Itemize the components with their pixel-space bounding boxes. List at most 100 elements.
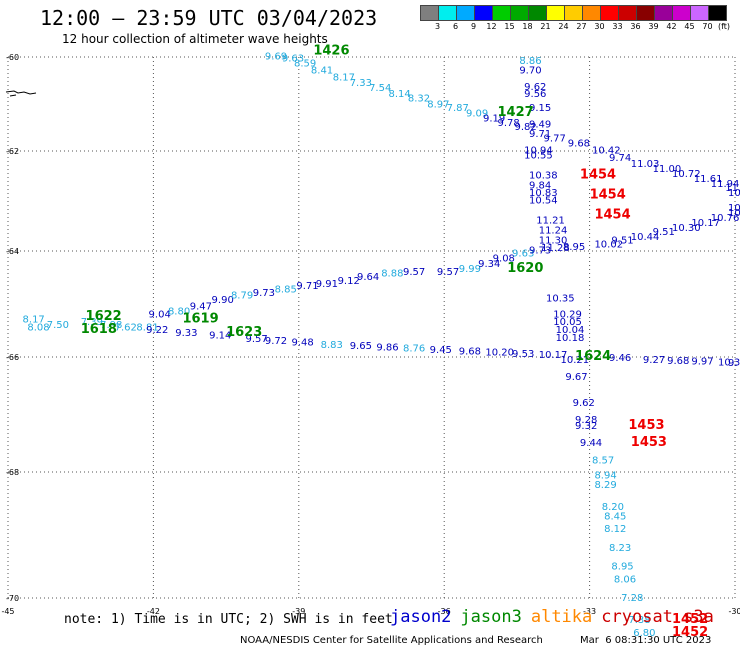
swh-value: 7.98 bbox=[100, 320, 122, 331]
swh-value: 8.45 bbox=[604, 511, 626, 522]
swh-value: 9.45 bbox=[430, 345, 452, 356]
pass-time: 1622 bbox=[86, 309, 122, 324]
lon-tick-label: -30 bbox=[728, 607, 740, 616]
color-swatch bbox=[618, 5, 637, 21]
swh-value: 9.34 bbox=[478, 259, 500, 270]
swh-value: 9.56 bbox=[524, 89, 546, 100]
lon-tick-label: -42 bbox=[147, 607, 160, 616]
swh-value: 9.68 bbox=[568, 138, 590, 149]
pass-time: 1453 bbox=[631, 435, 667, 450]
swh-value: 9.51 bbox=[611, 236, 633, 247]
swh-value: 10.83 bbox=[529, 188, 558, 199]
color-swatch bbox=[582, 5, 601, 21]
swh-value: 9.27 bbox=[643, 355, 665, 366]
swh-value: 9. bbox=[728, 358, 738, 369]
swh-value: 7.39 bbox=[81, 317, 103, 328]
color-swatch bbox=[510, 5, 529, 21]
pass-1620: 9.57 9.999.349.089.639.73 8.95 10.029.5110.… bbox=[437, 203, 740, 278]
swh-value: 9.90 bbox=[212, 295, 234, 306]
lat-tick-label: -62 bbox=[6, 147, 19, 156]
swh-value: 8.17 bbox=[23, 315, 45, 326]
swh-value: 8.76 bbox=[403, 344, 425, 355]
swh-value: 7.87 bbox=[447, 103, 469, 114]
pass-time: 1619 bbox=[182, 312, 218, 327]
color-swatch bbox=[564, 5, 583, 21]
swh-value: 9.67 bbox=[565, 372, 587, 383]
swh-value: 8.95 bbox=[563, 242, 585, 253]
pass-1426: 9.699.638.598.418.177.337.548.148.328.97… bbox=[265, 51, 740, 199]
swh-value: 10.94 bbox=[524, 146, 553, 157]
pass-1618: 8.178.087.50 7.397.987.62 8.81 9.048.80 9.47… bbox=[23, 267, 426, 334]
swh-value: 9.73 bbox=[253, 288, 275, 299]
color-scale-label: 30 bbox=[594, 22, 605, 31]
swh-value: 9.09 bbox=[466, 109, 488, 120]
swh-value: 8.88 bbox=[381, 268, 403, 279]
swh-value: 9.63 bbox=[282, 54, 304, 65]
swh-value: 9.46 bbox=[609, 353, 631, 364]
color-swatch bbox=[492, 5, 511, 21]
color-swatch bbox=[654, 5, 673, 21]
swh-value: 10.76 bbox=[711, 213, 740, 224]
swh-value: 10.21 bbox=[561, 355, 590, 366]
lat-tick-label: -66 bbox=[6, 353, 19, 362]
swh-value: 8.80 bbox=[168, 307, 190, 318]
swh-value: 9.71 bbox=[529, 129, 551, 140]
swh-value: 9.73 bbox=[529, 246, 551, 257]
swh-value: 8.86 bbox=[519, 56, 541, 67]
swh-value: 8.32 bbox=[408, 94, 430, 105]
color-scale-label: 9 bbox=[470, 22, 477, 31]
swh-value: 9.70 bbox=[519, 65, 541, 76]
swh-value: 9.51 bbox=[653, 227, 675, 238]
axis-tick-labels: -60 -62 -64 -66 -68 -70 -45 -42 -39 -36 -33 -30 bbox=[1, 53, 740, 616]
swh-value: 8.59 bbox=[294, 58, 316, 69]
swh-value: 8.06 bbox=[614, 574, 636, 585]
swh-value: 9.49 bbox=[529, 120, 551, 131]
color-scale-unit: (ft) bbox=[718, 22, 731, 31]
color-swatch bbox=[546, 5, 565, 21]
swh-value: 9.91 bbox=[316, 279, 338, 290]
swh-value: 11.11 bbox=[725, 183, 740, 194]
swh-value: 10.04 bbox=[556, 325, 585, 336]
swh-value: 8.94 bbox=[594, 470, 616, 481]
swh-value: 8.14 bbox=[388, 89, 410, 100]
pass-time: 1427 bbox=[498, 105, 534, 120]
swh-value: 9.71 bbox=[296, 281, 318, 292]
swh-value: 10.29 bbox=[553, 309, 582, 320]
swh-value: 8.29 bbox=[594, 480, 616, 491]
color-scale-label: 45 bbox=[684, 22, 695, 31]
lat-tick-label: -70 bbox=[6, 594, 19, 603]
color-swatch bbox=[672, 5, 691, 21]
swh-value: 11.21 bbox=[536, 216, 565, 227]
swh-value: 11.30 bbox=[539, 236, 568, 247]
pass-1452: 8.57 8.948.29 8.208.45 8.12 8.23 8.958.06 7.28… bbox=[592, 455, 655, 638]
swh-value: 9.57 bbox=[403, 267, 425, 278]
swh-value: 9.68 bbox=[667, 356, 689, 367]
lat-tick-label: -68 bbox=[6, 468, 19, 477]
swh-value: 9.62 bbox=[524, 82, 546, 93]
pass-1427: 8.869.709.629.569.159.4910.9410.5510.389… bbox=[519, 56, 602, 449]
swh-value: 10.20 bbox=[485, 347, 514, 358]
swh-value: 10.35 bbox=[546, 293, 575, 304]
swh-value: 8.85 bbox=[275, 284, 297, 295]
swh-value: 11.94 bbox=[711, 179, 740, 190]
swh-value: 9.86 bbox=[376, 343, 398, 354]
lat-tick-label: -64 bbox=[6, 247, 19, 256]
lat-tick-label: -60 bbox=[6, 53, 19, 62]
swh-value: 9.22 bbox=[146, 325, 168, 336]
color-swatch bbox=[636, 5, 655, 21]
swh-value: 10.7 bbox=[728, 188, 740, 199]
color-scale-label: 21 bbox=[540, 22, 551, 31]
color-swatch bbox=[456, 5, 475, 21]
swh-value: 9.74 bbox=[609, 153, 631, 164]
color-scale-label: 70 bbox=[702, 22, 713, 31]
color-swatch bbox=[474, 5, 493, 21]
island-outline bbox=[5, 90, 37, 97]
swh-value: 9.44 bbox=[580, 438, 602, 449]
swh-value: 11.61 bbox=[694, 174, 723, 185]
legend-jason2: jason2 bbox=[390, 607, 452, 627]
swh-value: 7.28 bbox=[621, 593, 643, 604]
swh-value: 10.38 bbox=[728, 208, 740, 219]
swh-value: 10.18 bbox=[556, 333, 585, 344]
